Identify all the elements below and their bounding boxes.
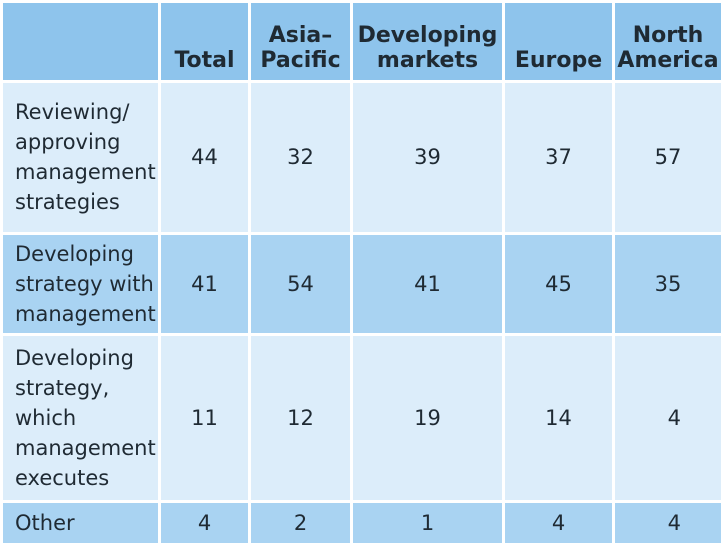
header-north-america: North America <box>615 3 721 80</box>
header-europe: Europe <box>505 3 612 80</box>
cell-north-america: 4 <box>615 335 721 500</box>
cell-developing-markets: 19 <box>353 335 502 500</box>
cell-asia-pacific: 32 <box>251 82 350 232</box>
cell-europe: 45 <box>505 234 612 333</box>
cell-asia-pacific: 2 <box>251 502 350 543</box>
cell-north-america: 57 <box>615 82 721 232</box>
cell-europe: 14 <box>505 335 612 500</box>
cell-europe: 37 <box>505 82 612 232</box>
cell-total: 41 <box>161 234 248 333</box>
cell-developing-markets: 39 <box>353 82 502 232</box>
table-row: Other 4 2 1 4 4 <box>3 502 721 543</box>
row-label: Other <box>3 502 158 543</box>
row-label: Developing strategy with management <box>3 234 158 333</box>
table-row: Developing strategy, which management ex… <box>3 335 721 500</box>
cell-total: 11 <box>161 335 248 500</box>
cell-north-america: 4 <box>615 502 721 543</box>
cell-developing-markets: 41 <box>353 234 502 333</box>
cell-total: 4 <box>161 502 248 543</box>
header-row: Total Asia– Pacific Developing markets E… <box>3 3 721 80</box>
cell-total: 44 <box>161 82 248 232</box>
row-label: Developing strategy, which management ex… <box>3 335 158 500</box>
header-developing-markets: Developing markets <box>353 3 502 80</box>
row-label: Reviewing/ approving management strategi… <box>3 82 158 232</box>
cell-asia-pacific: 12 <box>251 335 350 500</box>
cell-north-america: 35 <box>615 234 721 333</box>
cell-developing-markets: 1 <box>353 502 502 543</box>
header-empty <box>3 3 158 80</box>
table-row: Reviewing/ approving management strategi… <box>3 82 721 232</box>
header-asia-pacific: Asia– Pacific <box>251 3 350 80</box>
table-row: Developing strategy with management 41 5… <box>3 234 721 333</box>
header-total: Total <box>161 3 248 80</box>
cell-asia-pacific: 54 <box>251 234 350 333</box>
cell-europe: 4 <box>505 502 612 543</box>
